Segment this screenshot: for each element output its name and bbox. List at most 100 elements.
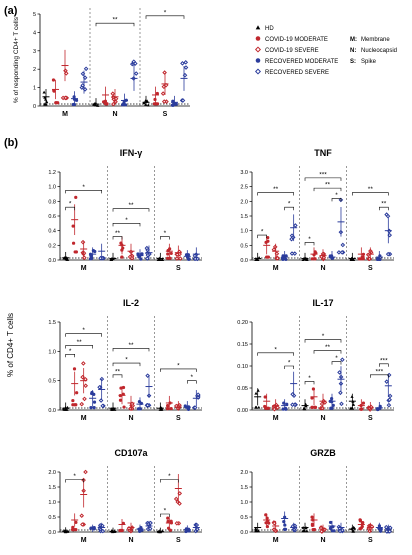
data-point-il17 xyxy=(360,407,364,411)
significance-bracket-il2 xyxy=(65,333,102,337)
data-point-a xyxy=(160,91,166,96)
data-point-tnf xyxy=(289,251,295,256)
significance-bracket-ifng xyxy=(112,223,141,227)
data-point-a xyxy=(45,100,49,104)
y-tick-label-tnf: 0.0 xyxy=(240,258,248,264)
significance-bracket-tnf xyxy=(304,177,342,181)
data-point-grzb xyxy=(332,529,336,533)
y-tick-label-il17: 0.20 xyxy=(237,320,248,326)
data-point-ifng xyxy=(169,251,173,256)
data-point-il17 xyxy=(340,357,345,363)
significance-bracket-il2 xyxy=(65,345,93,349)
legend-marker xyxy=(255,36,261,41)
y-tick-label-il17: 0.15 xyxy=(237,342,248,348)
chart-title-cd107a: CD107a xyxy=(114,448,148,458)
y-tick-label-ifng: 0.2 xyxy=(48,243,56,249)
data-point-ifng xyxy=(156,258,160,261)
data-point-il2 xyxy=(82,396,87,402)
data-point-a xyxy=(180,61,185,66)
antigen-key: N: xyxy=(350,48,356,54)
data-point-il17 xyxy=(331,403,335,408)
chart-title-grzb: GRZB xyxy=(310,448,336,458)
data-point-il17 xyxy=(339,401,344,407)
data-point-il2 xyxy=(128,406,133,411)
data-point-cd107a xyxy=(177,501,182,506)
significance-label-il2: ** xyxy=(77,339,83,346)
significance-label-ifng: * xyxy=(82,184,85,191)
y-tick-label-a: 2 xyxy=(33,67,36,73)
panel-label-a: (a) xyxy=(4,5,18,17)
data-point-a xyxy=(113,99,118,105)
data-point-il2 xyxy=(145,402,150,408)
significance-label-il17: * xyxy=(288,360,291,367)
data-point-il17 xyxy=(256,388,260,392)
data-point-tnf xyxy=(265,255,269,259)
y-tick-label-il2: 0.5 xyxy=(48,379,56,385)
data-point-tnf xyxy=(340,242,346,248)
data-point-tnf xyxy=(339,250,345,255)
data-point-il17 xyxy=(254,405,258,409)
data-point-ifng xyxy=(74,250,78,254)
data-point-a xyxy=(63,95,68,101)
data-point-a xyxy=(146,103,150,107)
data-point-tnf xyxy=(310,257,314,261)
chart-il17: IL-170.000.050.100.150.20M N S************… xyxy=(237,298,394,422)
y-tick-label-cd107a: 1.0 xyxy=(48,500,56,506)
significance-label-cd107a: * xyxy=(73,473,76,480)
data-point-tnf xyxy=(301,258,305,261)
antigen-name: Nucleocapsid xyxy=(361,48,397,54)
data-point-ifng xyxy=(89,256,93,260)
data-point-il2 xyxy=(79,401,85,407)
data-point-il2 xyxy=(83,383,89,389)
data-point-ifng xyxy=(168,256,172,260)
data-point-il2 xyxy=(137,407,141,411)
x-tick-label-il2: S xyxy=(176,415,181,422)
chart-title-il17: IL-17 xyxy=(312,298,333,308)
antigen-key: S: xyxy=(350,59,356,65)
data-point-il2 xyxy=(100,403,105,409)
data-point-a xyxy=(183,65,189,70)
data-point-il2 xyxy=(169,406,173,411)
data-point-il17 xyxy=(310,405,314,409)
x-tick-label-il17: N xyxy=(320,415,325,422)
significance-label-tnf: * xyxy=(335,192,338,199)
data-point-grzb xyxy=(358,518,362,522)
data-point-cd107a xyxy=(118,528,122,533)
data-point-il17 xyxy=(257,405,261,409)
significance-label-il17: ** xyxy=(325,344,331,351)
data-point-tnf xyxy=(336,250,342,255)
data-point-il2 xyxy=(92,400,97,404)
significance-label-tnf: * xyxy=(288,201,291,208)
significance-label-il2: ** xyxy=(115,368,121,375)
y-tick-label-ifng: 0.4 xyxy=(48,229,56,235)
chart-cd107a: CD107a 0.0 0.5 1.0 1.5 2.0 M N S * * * xyxy=(48,448,202,544)
data-point-a xyxy=(110,91,116,97)
data-point-il2 xyxy=(121,385,126,390)
significance-label-il2: * xyxy=(69,348,72,355)
data-point-grzb xyxy=(328,526,333,530)
data-point-cd107a xyxy=(187,529,191,533)
significance-bracket-ifng xyxy=(65,190,102,194)
significance-bracket-ifng xyxy=(65,206,75,211)
data-point-il2 xyxy=(75,391,79,395)
data-point-grzb xyxy=(310,522,315,526)
data-point-grzb xyxy=(351,529,356,533)
x-tick-label-cd107a: M xyxy=(81,537,87,544)
data-point-ifng xyxy=(82,255,87,261)
x-tick-label-cd107a: S xyxy=(176,537,181,544)
data-point-tnf xyxy=(305,258,309,261)
y-tick-label-cd107a: 0.0 xyxy=(48,530,56,536)
significance-bracket-il17 xyxy=(284,365,294,369)
significance-label-il17: * xyxy=(335,355,338,362)
data-point-cd107a xyxy=(146,521,151,527)
data-point-grzb xyxy=(378,529,383,533)
legend: HD COVID-19 MODERATE COVID-19 SEVERE RECOVE… xyxy=(254,25,397,76)
data-point-ifng xyxy=(109,258,113,261)
significance-bracket-il2 xyxy=(112,362,141,367)
significance-bracket-tnf xyxy=(313,187,342,192)
y-tick-label-grzb: 1.0 xyxy=(240,500,248,506)
data-point-il17 xyxy=(361,401,366,405)
panel-label-b: (b) xyxy=(4,137,18,149)
